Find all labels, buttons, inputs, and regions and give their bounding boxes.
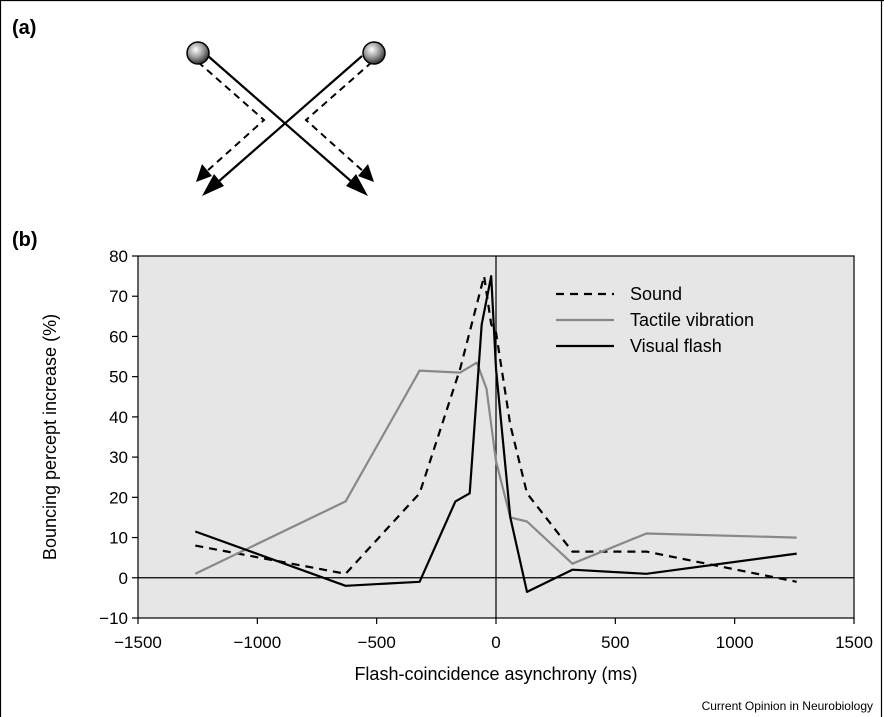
legend-label: Sound xyxy=(630,284,682,304)
x-tick-label: −1500 xyxy=(114,633,162,652)
y-tick-label: 40 xyxy=(109,408,128,427)
y-tick-label: 20 xyxy=(109,488,128,507)
y-tick-label: 70 xyxy=(109,287,128,306)
bounce-diagram xyxy=(186,41,386,196)
y-tick-label: 50 xyxy=(109,368,128,387)
ball-left-icon xyxy=(186,41,210,65)
x-tick-label: 500 xyxy=(601,633,629,652)
bounce-path-left xyxy=(197,61,266,173)
x-tick-label: 1500 xyxy=(835,633,873,652)
x-axis-ticks: −1500 −1000 −500 0 500 1000 1500 xyxy=(114,618,873,652)
y-tick-label: 10 xyxy=(109,529,128,548)
y-tick-label: 60 xyxy=(109,327,128,346)
arrowhead-solid-left-icon xyxy=(202,174,224,196)
x-tick-label: −1000 xyxy=(233,633,281,652)
y-tick-label: 80 xyxy=(109,247,128,266)
series-layer xyxy=(194,275,797,594)
series-line-tactile-vibration xyxy=(194,361,797,575)
arrowhead-solid-right-icon xyxy=(346,174,368,196)
line-chart: −1500 −1000 −500 0 500 1000 1500 −10 0 10 20 30 40 5… xyxy=(40,247,873,684)
legend-label: Visual flash xyxy=(630,336,722,356)
arrowhead-dashed-left-icon xyxy=(196,164,212,182)
crossing-path-right-to-left xyxy=(217,55,363,183)
series-line-visual-flash xyxy=(194,275,797,594)
panel-b-label: (b) xyxy=(12,229,38,251)
x-tick-label: 0 xyxy=(491,633,500,652)
bounce-path-right xyxy=(304,61,373,173)
y-tick-label: 30 xyxy=(109,448,128,467)
panel-a-label: (a) xyxy=(12,17,36,39)
crossing-path-left-to-right xyxy=(207,55,353,183)
x-axis-label: Flash-coincidence asynchrony (ms) xyxy=(354,664,637,684)
ball-right-icon xyxy=(362,41,386,65)
y-axis-ticks: −10 0 10 20 30 40 50 60 70 80 xyxy=(99,247,138,628)
y-tick-label: 0 xyxy=(119,569,128,588)
y-axis-label: Bouncing percept increase (%) xyxy=(40,314,60,560)
y-tick-label: −10 xyxy=(99,609,128,628)
x-tick-label: 1000 xyxy=(716,633,754,652)
credit-text: Current Opinion in Neurobiology xyxy=(702,699,873,713)
legend: Sound Tactile vibration Visual flash xyxy=(556,284,754,356)
legend-label: Tactile vibration xyxy=(630,310,754,330)
arrowhead-dashed-right-icon xyxy=(358,164,374,182)
x-tick-label: −500 xyxy=(358,633,396,652)
series-line-sound xyxy=(195,275,797,583)
